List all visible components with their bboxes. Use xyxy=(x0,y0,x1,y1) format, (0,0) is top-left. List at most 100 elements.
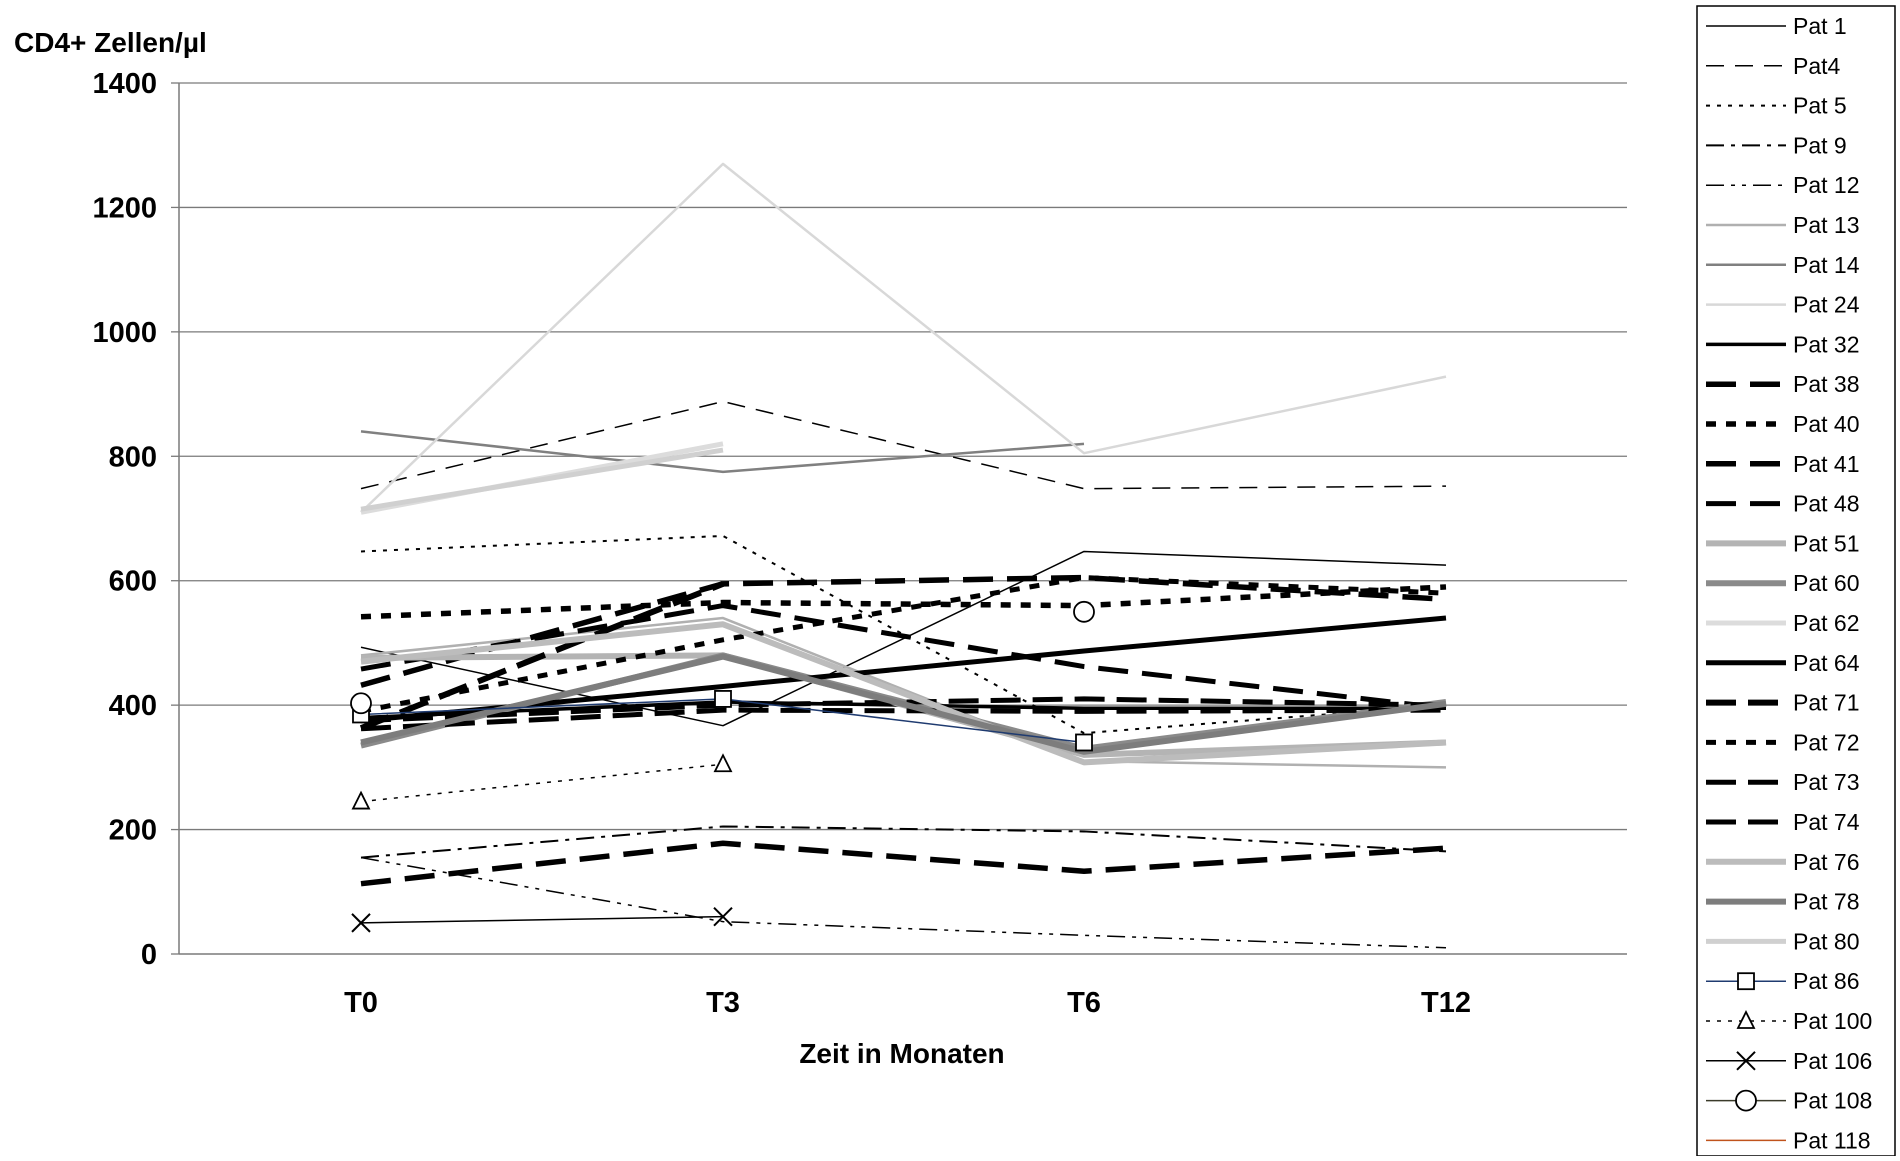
series-line xyxy=(360,825,1447,859)
legend-entry: Pat 72 xyxy=(1706,729,1860,755)
data-point-marker xyxy=(351,790,371,810)
legend-label: Pat 74 xyxy=(1793,809,1860,835)
legend-label: Pat 41 xyxy=(1793,451,1860,477)
x-tick-label: T6 xyxy=(1067,987,1101,1019)
legend-entry: Pat 100 xyxy=(1706,1008,1872,1034)
series-line xyxy=(360,430,1085,474)
legend-label: Pat 80 xyxy=(1793,928,1860,954)
data-point-marker xyxy=(713,753,733,773)
series-line xyxy=(360,621,1447,766)
series-path xyxy=(360,707,1447,732)
y-tick-label: 800 xyxy=(109,441,157,473)
series-path xyxy=(360,575,1447,714)
legend-entry: Pat4 xyxy=(1706,53,1841,79)
legend-entry: Pat 64 xyxy=(1706,650,1860,676)
legend-entry: Pat 5 xyxy=(1706,93,1847,119)
data-point-marker xyxy=(1735,1089,1757,1112)
legend-entry: Pat 9 xyxy=(1706,132,1847,158)
series-line xyxy=(359,581,725,731)
legend-label: Pat 100 xyxy=(1793,1008,1872,1034)
series-path xyxy=(360,915,724,924)
legend-label: Pat 108 xyxy=(1793,1088,1872,1114)
series-lines xyxy=(350,162,1447,949)
data-point-marker xyxy=(714,690,732,708)
series-path xyxy=(359,581,725,731)
data-point-marker xyxy=(713,906,733,927)
x-axis-title: Zeit in Monaten xyxy=(799,1038,1004,1069)
legend-entry: Pat 74 xyxy=(1706,809,1860,835)
legend-label: Pat 73 xyxy=(1793,769,1860,795)
legend-label: Pat 1 xyxy=(1793,13,1847,39)
legend-entry: Pat 41 xyxy=(1706,451,1860,477)
legend-entry: Pat 73 xyxy=(1706,769,1860,795)
series-line xyxy=(360,653,1447,755)
legend-label: Pat 38 xyxy=(1793,371,1860,397)
series-line xyxy=(360,707,1447,732)
y-tick-label: 0 xyxy=(141,939,157,971)
series-line xyxy=(360,584,1447,620)
series-path xyxy=(360,430,1085,474)
legend-entry: Pat 38 xyxy=(1706,371,1860,397)
legend-entry: Pat 118 xyxy=(1706,1127,1871,1153)
y-tick-label: 1000 xyxy=(92,317,157,349)
x-tick-label: T3 xyxy=(706,987,740,1019)
legend-label: Pat 64 xyxy=(1793,650,1860,676)
legend-entry: Pat 14 xyxy=(1706,252,1860,278)
series-line xyxy=(351,753,733,810)
legend-label: Pat 62 xyxy=(1793,610,1860,636)
series-path xyxy=(360,840,1447,887)
series-path xyxy=(360,584,1447,620)
series-path xyxy=(360,447,724,512)
legend-label: Pat 78 xyxy=(1793,889,1860,915)
data-point-marker xyxy=(350,692,372,715)
legend-entry: Pat 108 xyxy=(1706,1088,1872,1114)
x-tick-label: T0 xyxy=(344,987,378,1019)
series-path xyxy=(360,400,1447,490)
series-path xyxy=(360,574,1447,688)
y-tick-label: 1200 xyxy=(92,192,157,224)
series-line xyxy=(360,840,1447,887)
axes: CD4+ Zellen/µl Zeit in Monaten 0 200 400 60… xyxy=(14,27,1627,1069)
series-line xyxy=(360,447,724,512)
legend-label: Pat 48 xyxy=(1793,491,1860,517)
legend-label: Pat 106 xyxy=(1793,1048,1872,1074)
legend-label: Pat 12 xyxy=(1793,172,1860,198)
legend-label: Pat 72 xyxy=(1793,729,1860,755)
legend-label: Pat 76 xyxy=(1793,849,1860,875)
legend-label: Pat 51 xyxy=(1793,530,1860,556)
series-path xyxy=(360,763,724,803)
series-path xyxy=(360,615,1447,724)
legend-label: Pat 32 xyxy=(1793,331,1860,357)
series-line xyxy=(360,615,1447,724)
series-path xyxy=(360,162,1447,514)
legend-entry: Pat 86 xyxy=(1706,968,1860,994)
legend-entry: Pat 40 xyxy=(1706,411,1860,437)
legend-label: Pat 14 xyxy=(1793,252,1860,278)
series-line xyxy=(360,856,1447,949)
data-point-marker xyxy=(1073,600,1095,623)
legend: Pat 1 Pat4 Pat 5 Pat 9 Pat 12 Pat 13 Pat 14 Pat… xyxy=(1696,5,1896,1157)
legend-label: Pat 13 xyxy=(1793,212,1860,238)
legend-label: Pat 5 xyxy=(1793,93,1847,119)
legend-entry: Pat 24 xyxy=(1706,292,1860,318)
y-axis-title: CD4+ Zellen/µl xyxy=(14,27,207,58)
y-tick-label: 400 xyxy=(109,690,157,722)
legend-entry: Pat 106 xyxy=(1706,1048,1872,1074)
series-path xyxy=(360,856,1447,949)
legend-entry: Pat 80 xyxy=(1706,928,1860,954)
series-line xyxy=(351,906,733,933)
data-point-marker xyxy=(1737,972,1755,991)
series-path xyxy=(360,603,1447,711)
series-line xyxy=(350,600,1095,715)
legend-label: Pat 40 xyxy=(1793,411,1860,437)
series-path xyxy=(360,621,1447,766)
series-line xyxy=(360,574,1447,688)
legend-entry: Pat 78 xyxy=(1706,889,1860,915)
legend-entry: Pat 60 xyxy=(1706,570,1860,596)
legend-label: Pat4 xyxy=(1793,53,1841,79)
legend-entry: Pat 1 xyxy=(1706,13,1847,39)
data-point-marker xyxy=(1075,733,1093,752)
data-point-marker xyxy=(1736,1009,1756,1029)
